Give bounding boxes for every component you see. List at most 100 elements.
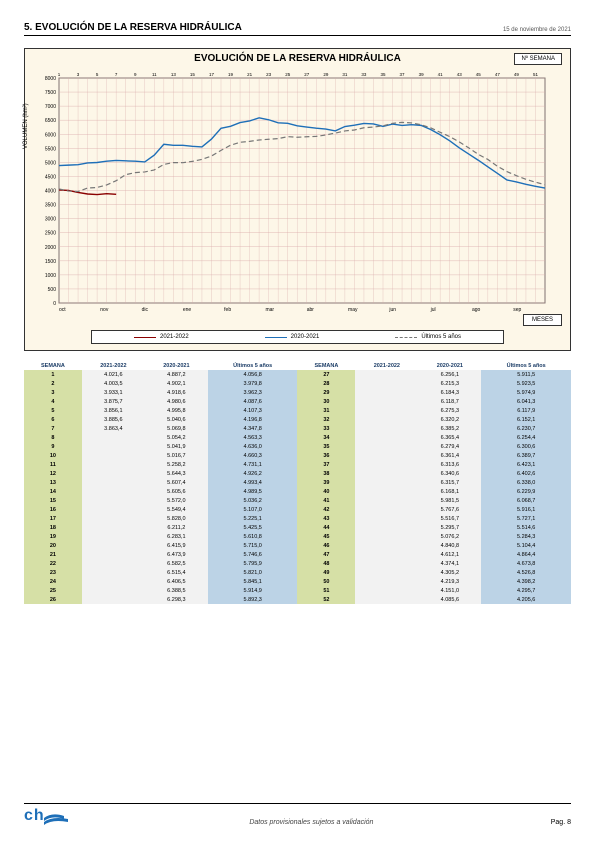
- table-cell: [82, 523, 145, 532]
- svg-text:5000: 5000: [45, 160, 56, 166]
- table-cell: [355, 415, 418, 424]
- table-cell: 22: [24, 559, 82, 568]
- table-cell: 4.374,1: [418, 559, 481, 568]
- table-row: 256.388,55.914,9514.151,04.295,7: [24, 586, 571, 595]
- table-row: 14.021,64.887,24.056,8276.256,15.911,5: [24, 370, 571, 379]
- table-cell: 4.612,1: [418, 550, 481, 559]
- table-row: 33.933,14.918,63.962,3296.184,35.974,9: [24, 388, 571, 397]
- table-cell: 35: [297, 442, 355, 451]
- table-cell: 6.041,3: [481, 397, 571, 406]
- table-cell: 27: [297, 370, 355, 379]
- table-cell: [355, 370, 418, 379]
- table-cell: [82, 532, 145, 541]
- table-cell: 6.320,2: [418, 415, 481, 424]
- svg-text:7000: 7000: [45, 104, 56, 110]
- table-cell: 6.388,5: [145, 586, 208, 595]
- table-cell: 6.283,1: [145, 532, 208, 541]
- table-cell: [355, 433, 418, 442]
- svg-text:8000: 8000: [45, 76, 56, 82]
- svg-text:0: 0: [53, 301, 56, 307]
- table-row: 43.875,74.980,64.087,6306.118,76.041,3: [24, 397, 571, 406]
- table-row: 145.605,64.989,5406.168,16.229,9: [24, 487, 571, 496]
- table-cell: 16: [24, 505, 82, 514]
- table-cell: 49: [297, 568, 355, 577]
- table-cell: 38: [297, 469, 355, 478]
- table-cell: 40: [297, 487, 355, 496]
- table-cell: 48: [297, 559, 355, 568]
- table-cell: 36: [297, 451, 355, 460]
- table-cell: 6.229,9: [481, 487, 571, 496]
- table-cell: 5.605,6: [145, 487, 208, 496]
- svg-text:jul: jul: [430, 307, 436, 313]
- table-cell: 12: [24, 469, 82, 478]
- svg-text:2500: 2500: [45, 231, 56, 237]
- table-row: 24.003,54.902,13.979,8286.215,35.923,5: [24, 379, 571, 388]
- table-cell: 6.473,9: [145, 550, 208, 559]
- svg-text:6000: 6000: [45, 132, 56, 138]
- table-cell: 6.365,4: [418, 433, 481, 442]
- table-cell: 5: [24, 406, 82, 415]
- footer-note: Datos provisionales sujetos a validación: [72, 819, 551, 826]
- table-cell: [355, 577, 418, 586]
- svg-text:39: 39: [419, 72, 425, 77]
- table-cell: 5.974,9: [481, 388, 571, 397]
- table-cell: 4.673,8: [481, 559, 571, 568]
- table-cell: 6.117,9: [481, 406, 571, 415]
- table-row: 175.828,05.225,1435.516,75.727,1: [24, 514, 571, 523]
- logo-icon: ch: [24, 806, 72, 826]
- table-cell: 30: [297, 397, 355, 406]
- table-cell: [355, 397, 418, 406]
- svg-text:may: may: [348, 307, 358, 313]
- table-cell: 6.256,1: [418, 370, 481, 379]
- table-cell: 8: [24, 433, 82, 442]
- table-cell: 47: [297, 550, 355, 559]
- table-cell: 33: [297, 424, 355, 433]
- table-cell: [82, 568, 145, 577]
- table-cell: [82, 469, 145, 478]
- table-row: 73.863,45.069,84.347,8336.385,26.230,7: [24, 424, 571, 433]
- table-cell: [355, 460, 418, 469]
- svg-text:45: 45: [476, 72, 482, 77]
- table-row: 95.041,94.636,0356.279,46.300,6: [24, 442, 571, 451]
- table-cell: 6.415,9: [145, 541, 208, 550]
- table-cell: 5.069,8: [145, 424, 208, 433]
- table-cell: 46: [297, 541, 355, 550]
- table-cell: 6.184,3: [418, 388, 481, 397]
- table-cell: 5.516,7: [418, 514, 481, 523]
- table-header: 2020-2021: [418, 361, 481, 370]
- table-cell: 26: [24, 595, 82, 604]
- chart-legend: 2021-20222020-2021Últimos 5 años: [91, 330, 504, 344]
- svg-text:ago: ago: [472, 307, 481, 313]
- table-cell: 3.875,7: [82, 397, 145, 406]
- table-cell: 6.068,7: [481, 496, 571, 505]
- table-cell: [355, 487, 418, 496]
- table-cell: 34: [297, 433, 355, 442]
- table-cell: 5.715,0: [208, 541, 298, 550]
- table-cell: [355, 505, 418, 514]
- table-cell: 4.902,1: [145, 379, 208, 388]
- table-cell: 6.275,3: [418, 406, 481, 415]
- chart-container: EVOLUCIÓN DE LA RESERVA HIDRÁULICA Nº SE…: [24, 48, 571, 351]
- table-cell: [355, 406, 418, 415]
- table-cell: [355, 496, 418, 505]
- table-cell: 4.056,8: [208, 370, 298, 379]
- svg-text:jun: jun: [388, 307, 396, 313]
- svg-text:dic: dic: [142, 307, 149, 313]
- table-cell: [82, 505, 145, 514]
- svg-text:5: 5: [96, 72, 99, 77]
- svg-text:51: 51: [533, 72, 539, 77]
- table-cell: 2: [24, 379, 82, 388]
- table-header: 2021-2022: [355, 361, 418, 370]
- table-cell: 52: [297, 595, 355, 604]
- table-cell: 6.152,1: [481, 415, 571, 424]
- svg-text:3: 3: [77, 72, 80, 77]
- svg-text:ene: ene: [183, 307, 192, 313]
- svg-text:500: 500: [48, 287, 57, 293]
- table-cell: 15: [24, 496, 82, 505]
- table-cell: [82, 487, 145, 496]
- table-cell: 5.549,4: [145, 505, 208, 514]
- table-row: 63.885,65.040,64.196,8326.320,26.152,1: [24, 415, 571, 424]
- table-cell: 5.076,2: [418, 532, 481, 541]
- table-row: 266.298,35.892,3524.085,64.205,6: [24, 595, 571, 604]
- svg-text:35: 35: [380, 72, 386, 77]
